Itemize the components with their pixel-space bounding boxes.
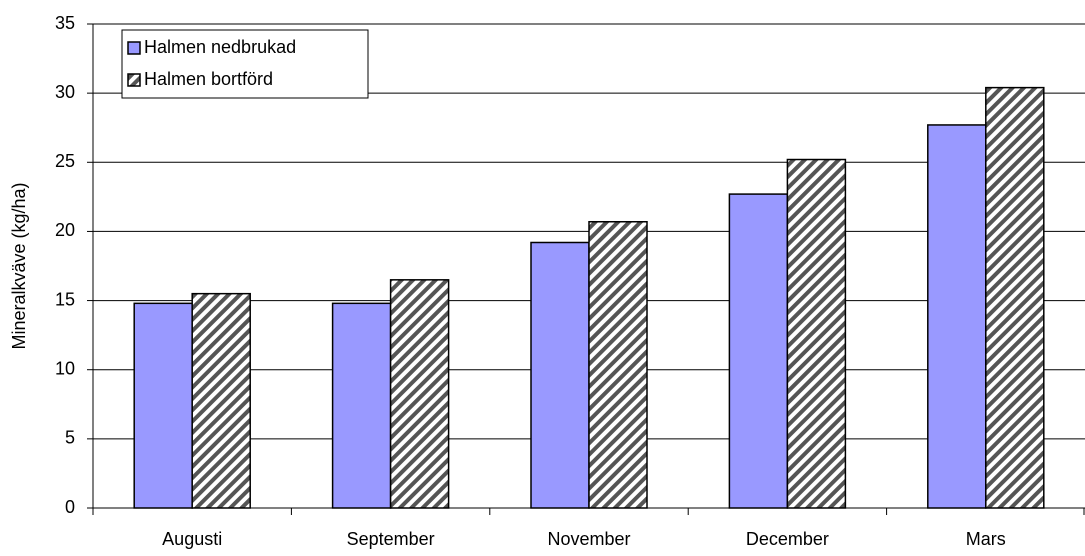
legend-label: Halmen bortförd xyxy=(144,69,273,89)
bar xyxy=(786,158,847,509)
legend-label: Halmen nedbrukad xyxy=(144,37,296,57)
bar xyxy=(389,279,450,509)
bar xyxy=(985,86,1045,509)
y-tick-label: 15 xyxy=(55,289,75,309)
x-tick-label: Mars xyxy=(966,529,1006,549)
x-tick-label: November xyxy=(547,529,630,549)
bar xyxy=(530,241,590,509)
bar xyxy=(191,292,251,509)
bar xyxy=(331,302,392,509)
x-tick-label: December xyxy=(746,529,829,549)
y-tick-label: 0 xyxy=(65,497,75,517)
bar xyxy=(133,302,193,509)
y-tick-label: 30 xyxy=(55,82,75,102)
legend-box xyxy=(121,29,369,99)
x-tick-label: Augusti xyxy=(162,529,222,549)
y-tick-label: 35 xyxy=(55,13,75,33)
y-axis-label: Mineralkväve (kg/ha) xyxy=(9,182,29,349)
y-tick-label: 25 xyxy=(55,151,75,171)
x-tick-label: September xyxy=(347,529,435,549)
bar xyxy=(927,124,987,509)
legend-swatch xyxy=(127,73,141,87)
y-tick-label: 20 xyxy=(55,220,75,240)
bar xyxy=(588,220,648,509)
legend-swatch xyxy=(127,41,141,55)
y-tick-label: 10 xyxy=(55,358,75,378)
y-tick-label: 5 xyxy=(65,428,75,448)
bar xyxy=(728,193,789,509)
